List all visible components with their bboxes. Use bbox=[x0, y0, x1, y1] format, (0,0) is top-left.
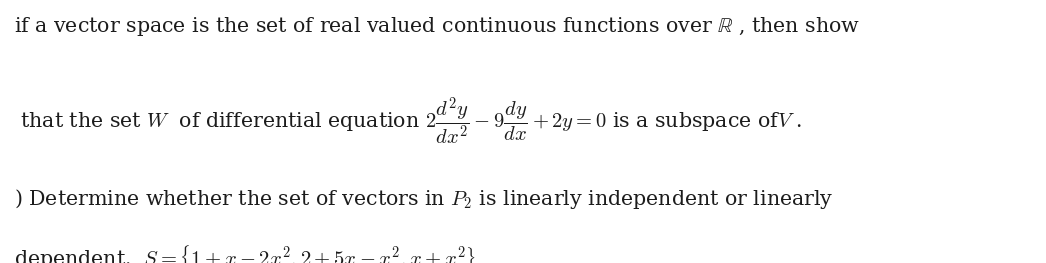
Text: ) Determine whether the set of vectors in $P_2$ is linearly independent or linea: ) Determine whether the set of vectors i… bbox=[14, 187, 834, 211]
Text: that the set $W$  of differential equation $2\dfrac{d^2y}{dx^2}-9\dfrac{dy}{dx}+: that the set $W$ of differential equatio… bbox=[14, 96, 801, 148]
Text: if a vector space is the set of real valued continuous functions over $\mathbb{R: if a vector space is the set of real val… bbox=[14, 15, 860, 38]
Text: dependent.  $S=\left\{1+x-2x^2,2+5x-x^2,x+x^2\right\}$: dependent. $S=\left\{1+x-2x^2,2+5x-x^2,x… bbox=[14, 242, 476, 263]
